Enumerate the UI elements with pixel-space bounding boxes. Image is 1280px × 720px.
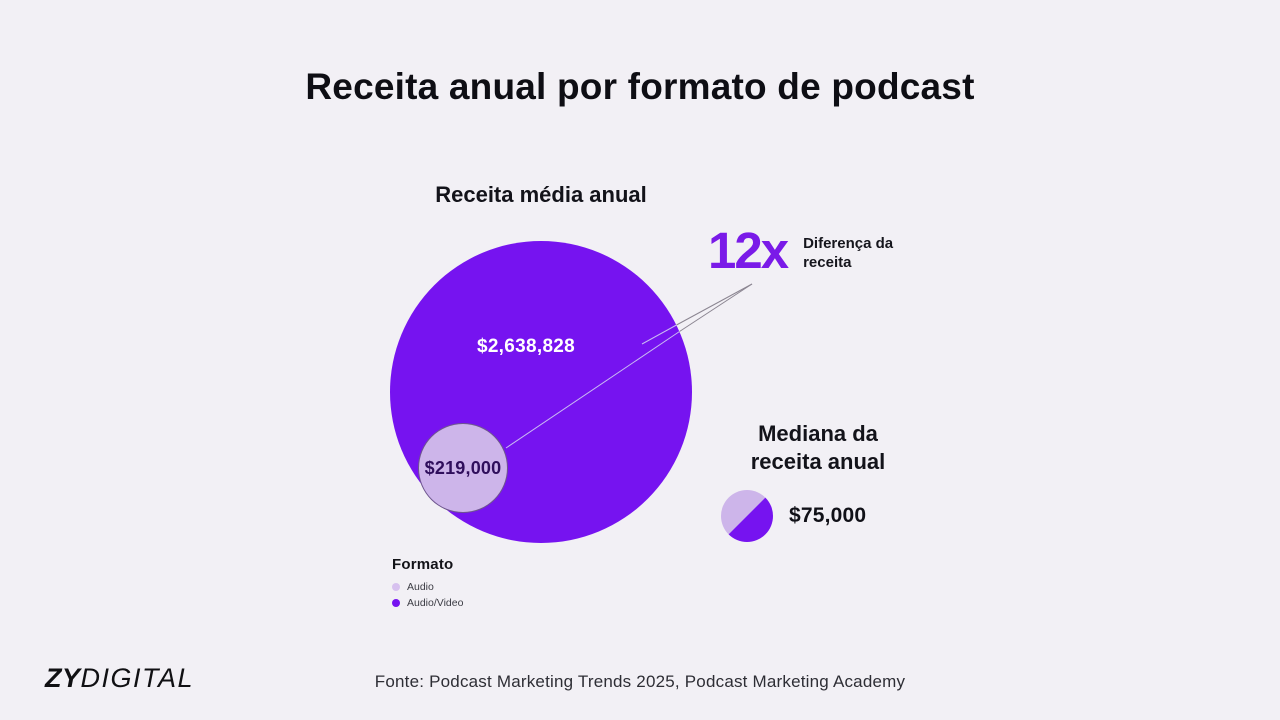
brand-logo-bold: ZY: [45, 663, 81, 693]
multiplier-label: Diferença da receita: [803, 235, 894, 271]
source-attribution: Fonte: Podcast Marketing Trends 2025, Po…: [374, 672, 906, 691]
audio-video-swatch-icon: [392, 599, 400, 607]
brand-logo: ZYDIGITAL: [45, 663, 194, 694]
bubble-audio-value: $219,000: [424, 457, 502, 478]
legend: Formato Audio Audio/Video: [392, 556, 463, 609]
legend-items: Audio Audio/Video: [392, 581, 463, 609]
legend-title: Formato: [392, 556, 454, 573]
brand-logo-light: DIGITAL: [80, 663, 195, 693]
legend-item-label: Audio: [407, 581, 434, 593]
multiplier-value: 12x: [708, 222, 789, 279]
chart-title: Receita média anual: [435, 182, 647, 207]
audio-swatch-icon: [392, 583, 400, 591]
page-title: Receita anual por formato de podcast: [305, 66, 975, 107]
legend-item-audio-video: Audio/Video: [392, 597, 463, 609]
legend-item-audio: Audio: [392, 581, 463, 593]
revenue-difference-annotation: 12x Diferença da receita: [708, 222, 903, 279]
bubble-audio: $219,000: [418, 423, 508, 513]
median-title: Mediana da receita anual: [750, 421, 886, 474]
bubble-audio-video-value: $2,638,828: [476, 336, 576, 357]
median-split-circle: [721, 490, 773, 542]
median-value: $75,000: [789, 504, 867, 527]
legend-item-label: Audio/Video: [407, 597, 464, 609]
